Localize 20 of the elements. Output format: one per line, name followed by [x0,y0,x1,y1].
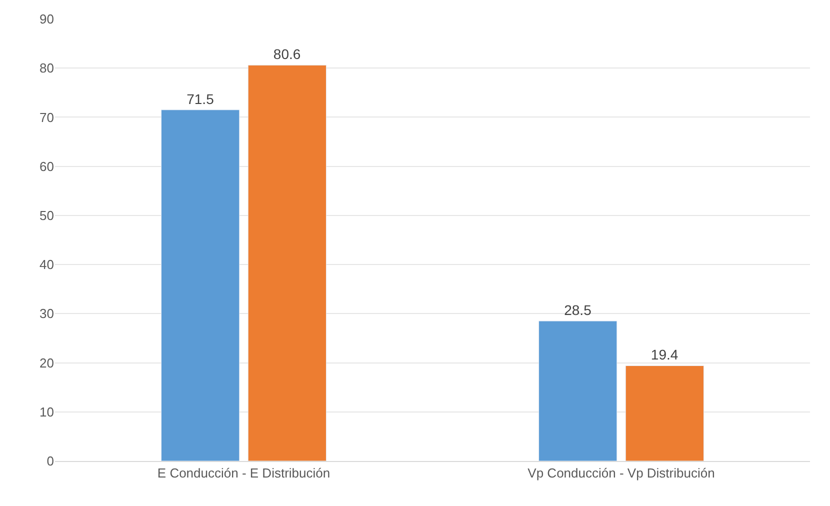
data-label: 19.4 [650,346,678,363]
bar [248,64,326,461]
y-tick-label: 20 [40,355,54,370]
x-tick-label: E Conducción - E Distribución [157,466,330,481]
y-tick-label: 10 [40,404,54,420]
bar [625,365,704,461]
y-tick-label: 40 [40,257,54,272]
y-tick-label: 80 [40,60,54,76]
bar [538,320,618,461]
y-tick-label: 60 [40,158,54,174]
y-tick-label: 70 [40,110,54,125]
x-tick-label: Vp Conducción - Vp Distribución [528,466,715,481]
y-tick-label: 30 [40,306,54,322]
bar [161,110,240,461]
data-label: 80.6 [273,46,301,62]
y-tick-label: 0 [46,454,54,469]
data-label: 28.5 [564,302,592,318]
data-label: 71.5 [186,90,214,107]
y-tick-label: 90 [40,12,54,27]
y-tick-label: 50 [40,208,54,223]
